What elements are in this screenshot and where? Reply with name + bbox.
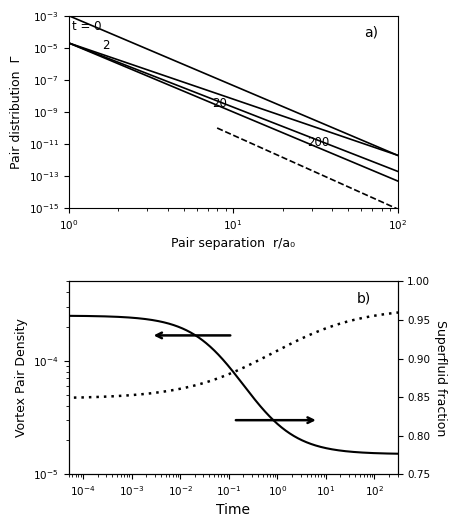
Y-axis label: Vortex Pair Density: Vortex Pair Density — [15, 318, 28, 437]
Text: 200: 200 — [307, 135, 329, 148]
Text: 2: 2 — [102, 39, 110, 52]
Text: b): b) — [357, 291, 371, 305]
X-axis label: Pair separation  r/a₀: Pair separation r/a₀ — [171, 238, 295, 251]
Text: a): a) — [364, 25, 378, 39]
Text: 20: 20 — [213, 97, 228, 110]
Text: t = 0: t = 0 — [72, 20, 101, 33]
Y-axis label: Superfluid fraction: Superfluid fraction — [434, 320, 447, 436]
X-axis label: Time: Time — [216, 503, 250, 517]
Y-axis label: Pair distribution  Γ: Pair distribution Γ — [10, 55, 23, 169]
